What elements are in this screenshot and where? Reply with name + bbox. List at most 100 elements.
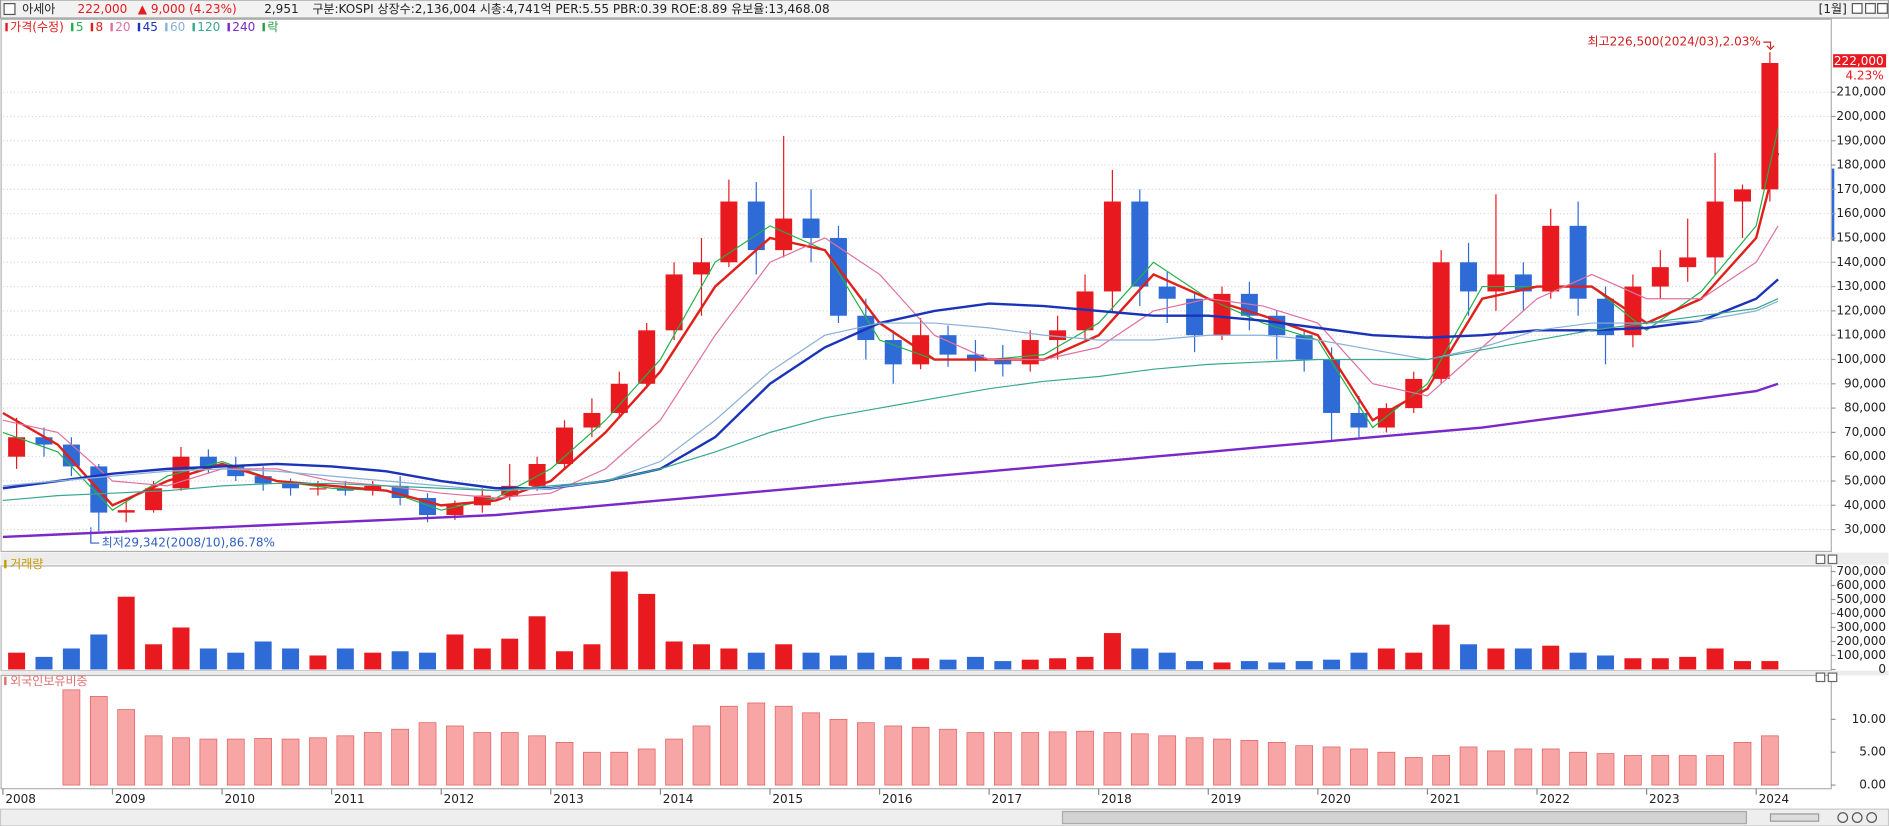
- bar: [884, 656, 902, 670]
- bar: [1487, 750, 1505, 786]
- x-tick-label: 2022: [1539, 792, 1570, 806]
- title-marker: [4, 559, 7, 569]
- candle-body: [117, 510, 135, 513]
- bar: [336, 735, 355, 786]
- candle-body: [1103, 201, 1121, 292]
- candle-body: [1350, 412, 1368, 428]
- bar: [1624, 658, 1642, 670]
- bar: [1103, 732, 1122, 786]
- bar: [117, 709, 136, 786]
- bar: [1651, 755, 1670, 786]
- moving-average: [2, 278, 1779, 490]
- bar: [1597, 655, 1615, 670]
- candle-body: [309, 488, 327, 490]
- bar: [1377, 648, 1395, 670]
- candle-body: [446, 505, 464, 516]
- candle-body: [1432, 262, 1450, 379]
- bar: [145, 644, 163, 670]
- bar: [172, 627, 190, 670]
- bar: [1706, 755, 1724, 786]
- bar: [309, 655, 327, 670]
- bar: [1350, 748, 1368, 786]
- candle-body: [638, 330, 656, 384]
- x-tick-label: 2012: [444, 792, 475, 806]
- zoom-button[interactable]: [1851, 812, 1863, 823]
- x-tick-label: 2023: [1649, 792, 1680, 806]
- panel-button[interactable]: [1815, 672, 1826, 683]
- x-tick-label: 2016: [882, 792, 913, 806]
- bar: [1021, 659, 1039, 670]
- candle-body: [720, 201, 738, 263]
- y-tick-label: 500,000: [1836, 592, 1886, 606]
- candle-body: [829, 237, 847, 316]
- candle-body: [1158, 286, 1176, 299]
- candle-body: [1186, 298, 1204, 336]
- window-button[interactable]: [1851, 3, 1863, 14]
- y-tick-label: 70,000: [1844, 425, 1886, 439]
- bar: [363, 732, 382, 786]
- bar: [446, 634, 464, 670]
- x-tick-label: 2019: [1211, 792, 1242, 806]
- candle-body: [62, 444, 80, 467]
- stock-info: 구분:KOSPI 상장수:2,136,004 시총:4,741억 PER:5.5…: [312, 2, 829, 16]
- period[interactable]: [1월]: [1819, 2, 1847, 16]
- y-tick-label: 30,000: [1844, 522, 1886, 536]
- bar: [473, 648, 491, 670]
- y-tick-label: 100,000: [1836, 648, 1886, 662]
- candle-body: [254, 476, 272, 484]
- candle-body: [1405, 378, 1423, 409]
- bar: [1569, 652, 1587, 670]
- panel-title: 거래량: [10, 557, 43, 571]
- x-tick-label: 2010: [224, 792, 255, 806]
- candle-body: [1597, 298, 1615, 336]
- y-tick-label: 200,000: [1836, 109, 1886, 123]
- bar: [391, 728, 409, 786]
- bar: [610, 751, 629, 786]
- legend-label: 45: [143, 20, 158, 34]
- legend-label: 5: [76, 20, 84, 34]
- high-annotation: 최고226,500(2024/03),2.03%: [1588, 35, 1761, 49]
- bar: [1268, 662, 1286, 670]
- zoom-button[interactable]: [1837, 812, 1849, 823]
- bar: [1542, 645, 1560, 670]
- window-button[interactable]: [1865, 3, 1876, 14]
- y-tick-label: 700,000: [1836, 564, 1886, 578]
- candle-body: [1460, 262, 1478, 292]
- bar: [1596, 753, 1615, 786]
- bar: [1240, 661, 1258, 670]
- stock-change: ▲ 9,000 (4.23%): [138, 2, 237, 16]
- bar: [829, 719, 848, 786]
- bar: [1213, 662, 1231, 670]
- bar: [1158, 735, 1177, 786]
- panel-button[interactable]: [1827, 672, 1838, 683]
- bar: [1514, 748, 1533, 786]
- y-tick-label: 120,000: [1836, 303, 1886, 317]
- last-change: 4.23%: [1845, 68, 1883, 82]
- zoom-slider[interactable]: [1769, 813, 1820, 822]
- window-button[interactable]: [1877, 3, 1888, 14]
- bar: [1377, 751, 1396, 786]
- bar: [1460, 644, 1478, 670]
- checkbox[interactable]: [3, 3, 16, 16]
- panel-button[interactable]: [1827, 554, 1838, 565]
- candle-body: [227, 466, 245, 477]
- bar: [692, 644, 710, 670]
- bar: [1706, 648, 1724, 670]
- bar: [418, 722, 437, 786]
- bar: [1624, 755, 1642, 786]
- panel-button[interactable]: [1815, 554, 1826, 565]
- candle-body: [1733, 189, 1751, 202]
- candle-body: [665, 274, 683, 331]
- legend-label: 20: [115, 20, 130, 34]
- bar: [1322, 746, 1341, 786]
- y-tick-label: 110,000: [1836, 328, 1886, 342]
- bar: [583, 644, 601, 670]
- x-tick-label: 2021: [1430, 792, 1461, 806]
- zoom-button[interactable]: [1866, 812, 1878, 823]
- scroll-thumb[interactable]: [1061, 810, 1748, 825]
- bar: [144, 735, 163, 786]
- candle-body: [145, 488, 163, 511]
- trade-volume: 2,951: [264, 2, 298, 16]
- candle-body: [35, 437, 53, 445]
